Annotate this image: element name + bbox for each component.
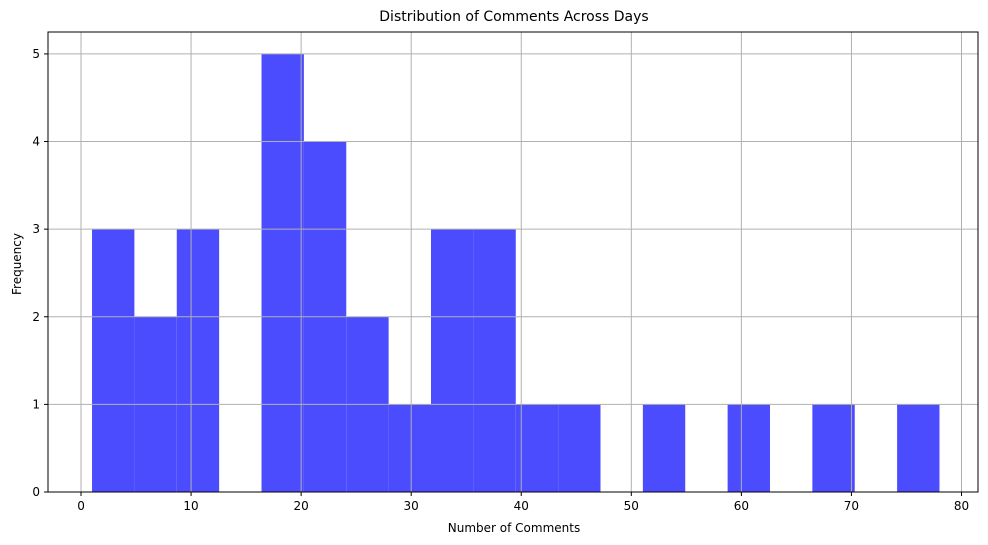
x-tick-label: 0 [77,499,85,513]
histogram-bar [897,404,940,492]
histogram-bar [642,404,686,492]
histogram-bar [473,229,516,492]
histogram-bar [261,53,304,493]
y-tick-label: 0 [32,485,40,499]
histogram-bar [176,229,220,492]
x-axis-ticks: 0 10 20 30 40 50 60 70 80 [77,492,969,513]
histogram-bar [388,404,432,492]
x-tick-label: 60 [734,499,749,513]
y-axis-ticks: 0 1 2 3 4 5 [32,47,48,499]
histogram-bar [92,229,135,492]
histogram-bar [727,404,770,492]
y-tick-label: 5 [32,47,40,61]
plot-frame [47,31,979,493]
x-tick-label: 10 [183,499,198,513]
histogram-bar [812,404,855,492]
x-tick-label: 70 [844,499,859,513]
histogram-bar [431,229,474,492]
y-tick-label: 1 [32,397,40,411]
x-tick-label: 40 [514,499,529,513]
histogram-bars [92,53,940,493]
x-tick-label: 80 [954,499,969,513]
histogram-bar [558,404,601,492]
y-tick-label: 3 [32,222,40,236]
y-tick-label: 2 [32,310,40,324]
histogram-bar [515,404,559,492]
x-tick-label: 30 [404,499,419,513]
chart-title: Distribution of Comments Across Days [379,9,648,25]
y-tick-label: 4 [32,135,40,149]
x-axis-label: Number of Comments [448,521,580,535]
y-axis-label: Frequency [10,233,24,295]
x-tick-label: 20 [293,499,308,513]
x-tick-label: 50 [624,499,639,513]
